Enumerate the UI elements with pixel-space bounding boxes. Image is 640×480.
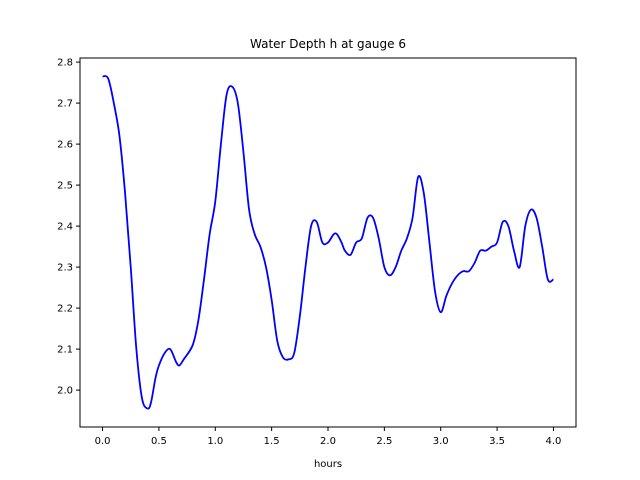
- y-tick-label: 2.5: [57, 181, 73, 192]
- x-axis-label: hours: [314, 459, 342, 470]
- axis-ticks: 0.0 0.5 1.0 1.5 2.0 2.5 3.0 3.5 4.0 2.0 2.1 2.2 2.3 2…: [57, 58, 561, 447]
- y-tick-label: 2.1: [57, 345, 73, 356]
- x-tick-label: 1.5: [264, 436, 280, 447]
- y-tick-label: 2.2: [57, 304, 73, 315]
- x-tick-label: 3.5: [489, 436, 505, 447]
- y-tick-label: 2.6: [57, 140, 73, 151]
- x-tick-label: 1.0: [207, 436, 223, 447]
- x-tick-label: 3.0: [433, 436, 449, 447]
- chart-title: Water Depth h at gauge 6: [250, 37, 406, 51]
- x-tick-label: 4.0: [546, 436, 562, 447]
- x-tick-label: 0.5: [151, 436, 167, 447]
- y-tick-label: 2.0: [57, 386, 73, 397]
- y-tick-label: 2.7: [57, 99, 73, 110]
- x-tick-label: 2.5: [376, 436, 392, 447]
- plot-area: [102, 75, 554, 410]
- x-tick-label: 2.0: [320, 436, 336, 447]
- plot-frame: [79, 57, 577, 428]
- y-tick-label: 2.3: [57, 263, 73, 274]
- y-tick-label: 2.4: [57, 222, 73, 233]
- x-tick-label: 0.0: [95, 436, 111, 447]
- y-tick-label: 2.8: [57, 58, 73, 69]
- series-line: [102, 75, 554, 410]
